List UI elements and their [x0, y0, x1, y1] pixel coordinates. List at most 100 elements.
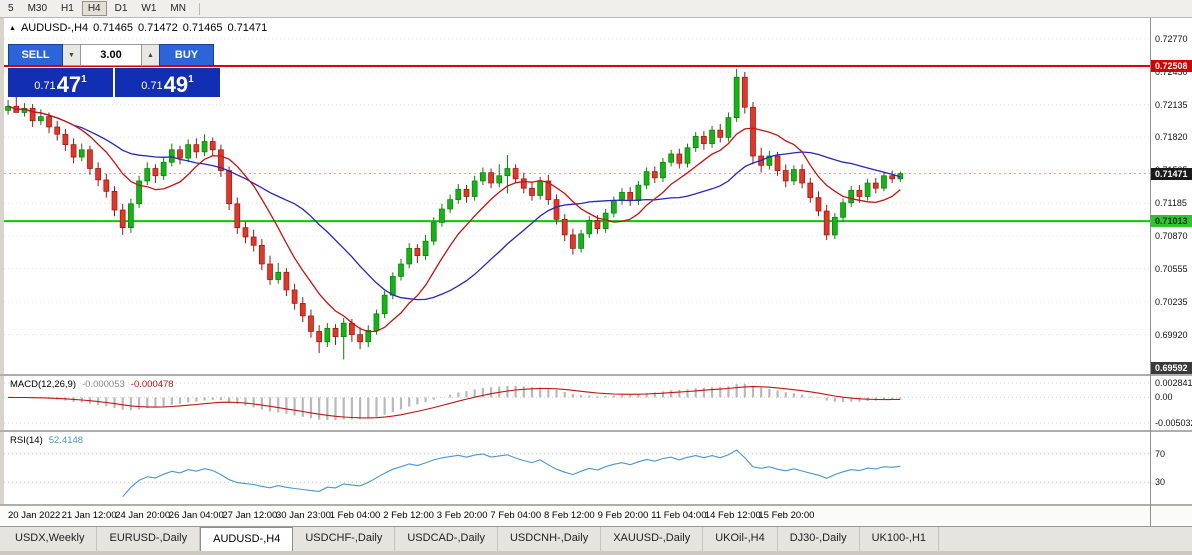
one-click-trade-panel: SELL ▼ ▲ BUY 0.71 47 1 0.71 49 1 — [8, 44, 220, 97]
price-axis-tick: 0.72450 — [1155, 66, 1188, 77]
buy-price-pips: 49 — [163, 72, 189, 97]
buy-price-display[interactable]: 0.71 49 1 — [115, 68, 220, 97]
chart-tab-ukoil-h4[interactable]: UKOil-,H4 — [703, 527, 778, 551]
panel-separator-rsi[interactable] — [0, 430, 1192, 432]
rsi-canvas[interactable] — [4, 432, 1150, 504]
support-price-badge: 0.71013 — [1151, 215, 1192, 228]
one-click-collapse-icon[interactable]: ▲ — [9, 24, 16, 32]
resistance-price-badge: 0.72508 — [1151, 59, 1192, 72]
macd-axis-label: 0.00 — [1155, 392, 1173, 403]
toolbar-separator — [198, 2, 200, 15]
macd-signal-line — [8, 386, 901, 419]
trade-prices-row: 0.71 47 1 0.71 49 1 — [8, 68, 220, 97]
time-axis-label: 7 Feb 04:00 — [490, 510, 542, 521]
bid-price-badge: 0.71471 — [1151, 167, 1192, 180]
time-axis-label: 21 Jan 12:00 — [61, 510, 117, 521]
rsi-value: 52.4148 — [48, 435, 84, 446]
ohlc-close: 0.71471 — [227, 22, 268, 34]
macd-canvas[interactable] — [4, 376, 1150, 430]
volume-input[interactable] — [80, 44, 142, 66]
rsi-line — [122, 449, 901, 498]
buy-price-point: 1 — [188, 74, 194, 85]
price-chart-canvas[interactable] — [4, 18, 1150, 374]
panel-separator-timeaxis — [0, 504, 1192, 506]
timeframe-button-mn[interactable]: MN — [170, 3, 186, 14]
price-axis-tick: 0.70870 — [1155, 230, 1188, 241]
price-axis-tick: 0.71820 — [1155, 132, 1188, 143]
time-axis-label: 27 Jan 12:00 — [222, 510, 278, 521]
sell-price-display[interactable]: 0.71 47 1 — [8, 68, 113, 97]
chart-tab-eurusd-daily[interactable]: EURUSD-,Daily — [97, 527, 201, 551]
rsi-level-label: 70 — [1155, 448, 1166, 459]
time-axis-label: 24 Jan 20:00 — [115, 510, 171, 521]
ma-fast-line — [7, 105, 901, 333]
sell-price-pips: 47 — [56, 72, 82, 97]
chart-tab-xauusd-daily[interactable]: XAUUSD-,Daily — [601, 527, 704, 551]
chart-tab-usdchf-daily[interactable]: USDCHF-,Daily — [293, 527, 396, 551]
chart-tab-dj30-daily[interactable]: DJ30-,Daily — [778, 527, 860, 551]
timeframe-button-h1[interactable]: H1 — [61, 3, 74, 14]
price-axis-tick: 0.72770 — [1155, 33, 1188, 44]
price-axis-tick: 0.69920 — [1155, 329, 1188, 340]
time-axis[interactable]: 20 Jan 2022 21 Jan 12:00 24 Jan 20:00 26 Ja… — [0, 506, 1192, 526]
rsi-indicator-name: RSI(14) — [10, 435, 43, 446]
window-bottom-edge — [0, 551, 1192, 555]
sell-price-prefix: 0.71 — [34, 80, 56, 92]
sell-price-point: 1 — [81, 74, 87, 85]
timeframe-button-5[interactable]: 5 — [8, 3, 14, 14]
time-axis-label: 3 Feb 20:00 — [436, 510, 488, 521]
macd-label: MACD(12,26,9) -0.000053 -0.000478 — [10, 379, 174, 390]
chart-background — [4, 18, 1192, 526]
timeframe-button-m30[interactable]: M30 — [27, 3, 48, 14]
macd-signal-value: -0.000478 — [130, 379, 174, 390]
time-axis-label: 20 Jan 2022 — [8, 510, 61, 521]
buy-button[interactable]: BUY — [159, 44, 214, 66]
macd-axis-label: -0.005032 — [1155, 418, 1192, 428]
time-axis-label: 30 Jan 23:00 — [276, 510, 331, 521]
time-axis-label: 2 Feb 12:00 — [383, 510, 434, 521]
chart-tab-usdcad-daily[interactable]: USDCAD-,Daily — [395, 527, 498, 551]
window-left-edge — [0, 18, 4, 526]
time-axis-label: 9 Feb 20:00 — [597, 510, 649, 521]
price-axis-tick: 0.70555 — [1155, 263, 1188, 274]
time-axis-label: 11 Feb 04:00 — [651, 510, 707, 521]
panel-separator-macd[interactable] — [0, 374, 1192, 376]
volume-decrease-button[interactable]: ▼ — [63, 44, 80, 66]
timeframe-button-w1[interactable]: W1 — [141, 3, 157, 14]
timeframe-toolbar: 5 M30 H1 H4 D1 W1 MN — [0, 0, 1192, 18]
macd-indicator-name: MACD(12,26,9) — [10, 379, 76, 390]
time-axis-label: 14 Feb 12:00 — [704, 510, 761, 521]
chart-tab-audusd-h4[interactable]: AUDUSD-,H4 — [200, 527, 294, 551]
chart-tab-usdx-weekly[interactable]: USDX,Weekly — [3, 527, 98, 551]
price-axis[interactable]: 0.727700.724500.721350.718200.715050.711… — [1150, 18, 1192, 526]
rsi-level-label: 30 — [1155, 477, 1166, 488]
macd-axis-label: 0.002841 — [1155, 378, 1192, 388]
ohlc-open: 0.71465 — [93, 22, 133, 34]
candles — [5, 68, 904, 360]
time-axis-label: 8 Feb 12:00 — [544, 510, 595, 521]
time-axis-label: 1 Feb 04:00 — [329, 510, 381, 521]
time-axis-label: 26 Jan 04:00 — [168, 510, 224, 521]
ohlc-low: 0.71465 — [182, 22, 223, 34]
ohlc-high: 0.71472 — [137, 22, 178, 34]
range-low-price-badge: 0.69592 — [1151, 362, 1192, 374]
sell-button[interactable]: SELL — [8, 44, 63, 66]
price-axis-tick: 0.71185 — [1155, 198, 1187, 209]
ma-slow-line — [7, 105, 901, 301]
chart-tab-bar: USDX,Weekly EURUSD-,Daily AUDUSD-,H4 USDCHF… — [0, 526, 1192, 551]
time-axis-label: 15 Feb 20:00 — [758, 510, 815, 521]
chart-header: ▲ AUDUSD-,H4 0.71465 0.71472 0.71465 0.7… — [9, 22, 267, 34]
macd-main-value: -0.000053 — [82, 379, 125, 390]
chart-symbol-timeframe: AUDUSD-,H4 — [20, 22, 89, 34]
volume-increase-button[interactable]: ▲ — [142, 44, 159, 66]
trade-controls-row: SELL ▼ ▲ BUY — [8, 44, 220, 66]
price-axis-tick: 0.70235 — [1155, 296, 1188, 307]
price-axis-tick: 0.72135 — [1155, 99, 1188, 110]
timeframe-button-h4[interactable]: H4 — [81, 1, 107, 16]
rsi-label: RSI(14) 52.4148 — [10, 435, 83, 446]
buy-price-prefix: 0.71 — [141, 80, 163, 92]
chart-tab-usdcnh-daily[interactable]: USDCNH-,Daily — [498, 527, 602, 551]
timeframe-button-d1[interactable]: D1 — [114, 3, 128, 14]
chart-tab-uk100-h1[interactable]: UK100-,H1 — [860, 527, 940, 551]
